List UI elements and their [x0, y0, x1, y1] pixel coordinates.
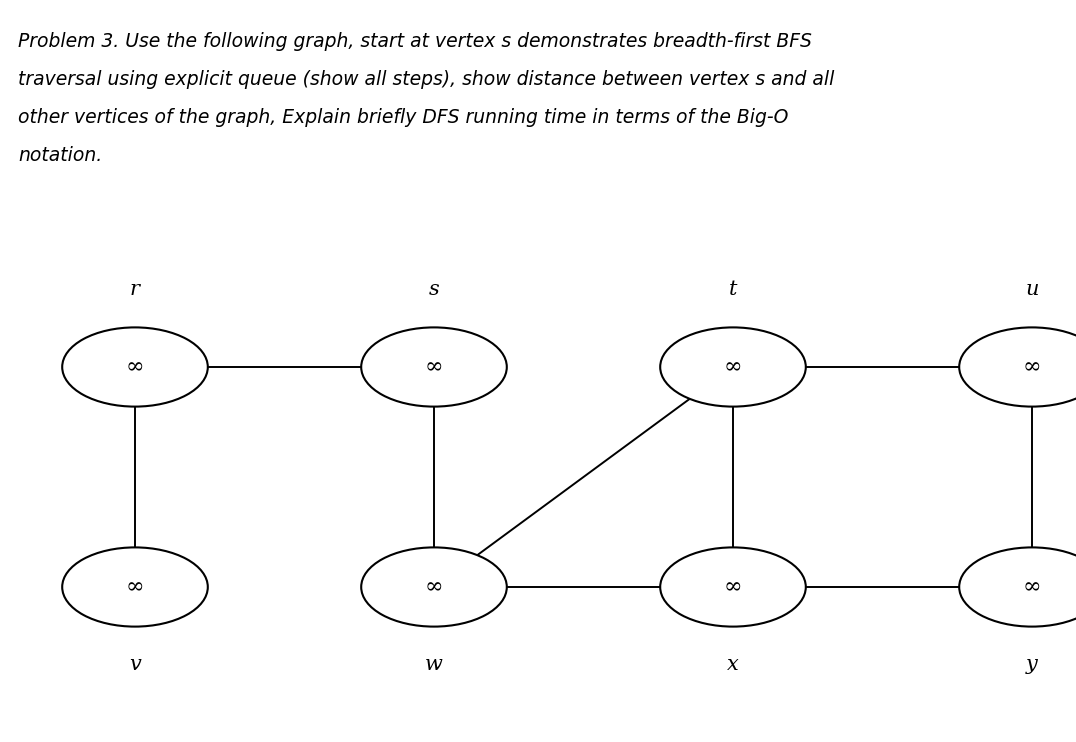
Text: r: r [130, 280, 140, 299]
Text: notation.: notation. [18, 146, 102, 165]
Ellipse shape [362, 327, 507, 407]
Text: y: y [1027, 655, 1038, 674]
Text: v: v [129, 655, 141, 674]
Ellipse shape [959, 327, 1076, 407]
Text: Problem 3. Use the following graph, start at vertex s demonstrates breadth-first: Problem 3. Use the following graph, star… [18, 32, 812, 51]
Text: ∞: ∞ [126, 576, 144, 598]
Text: t: t [728, 280, 737, 299]
Text: w: w [425, 655, 443, 674]
Text: ∞: ∞ [724, 356, 742, 378]
Ellipse shape [62, 327, 208, 407]
Text: ∞: ∞ [425, 576, 443, 598]
Ellipse shape [661, 548, 806, 626]
Ellipse shape [959, 548, 1076, 626]
Text: ∞: ∞ [1023, 356, 1042, 378]
Text: x: x [727, 655, 739, 674]
Ellipse shape [661, 327, 806, 407]
Text: s: s [428, 280, 439, 299]
Text: other vertices of the graph, Explain briefly DFS running time in terms of the Bi: other vertices of the graph, Explain bri… [18, 108, 789, 127]
Text: ∞: ∞ [126, 356, 144, 378]
Text: u: u [1025, 280, 1038, 299]
Ellipse shape [362, 548, 507, 626]
Text: ∞: ∞ [425, 356, 443, 378]
Ellipse shape [62, 548, 208, 626]
Text: ∞: ∞ [1023, 576, 1042, 598]
Text: ∞: ∞ [724, 576, 742, 598]
Text: traversal using explicit queue (show all steps), show distance between vertex s : traversal using explicit queue (show all… [18, 70, 834, 89]
